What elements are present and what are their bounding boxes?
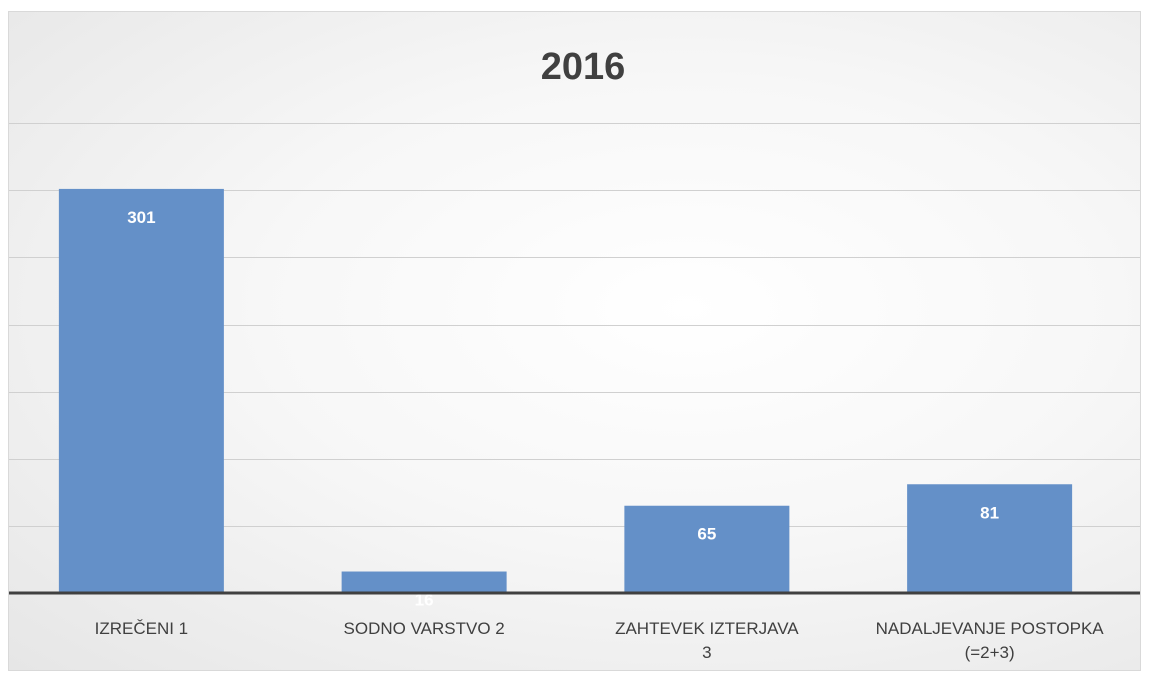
data-label: 301: [127, 208, 155, 227]
data-label: 65: [697, 525, 716, 544]
data-label: 81: [980, 503, 999, 522]
category-labels: IZREČENI 1 SODNO VARSTVO 2 ZAHTEVEK IZTERJ…: [95, 619, 1105, 662]
data-label: 16: [415, 591, 434, 610]
category-label: ZAHTEVEK IZTERJAVA 3: [615, 619, 799, 662]
chart-title: 2016: [541, 46, 626, 88]
bars: 301 16 65 81: [58, 188, 1073, 610]
chart-area: 301 16 65 81 IZREČENI 1 SODNO VARSTVO 2 ZAHTE…: [8, 11, 1141, 671]
category-label: SODNO VARSTVO 2: [344, 619, 505, 638]
category-label: NADALJEVANJE POSTOPKA (=2+3): [876, 619, 1105, 662]
bar-chart: 301 16 65 81 IZREČENI 1 SODNO VARSTVO 2 ZAHTE…: [9, 46, 1140, 662]
bar: [58, 188, 224, 593]
category-label: IZREČENI 1: [95, 619, 189, 638]
bar: [907, 484, 1073, 593]
bar: [624, 505, 790, 593]
bar: [341, 571, 507, 593]
